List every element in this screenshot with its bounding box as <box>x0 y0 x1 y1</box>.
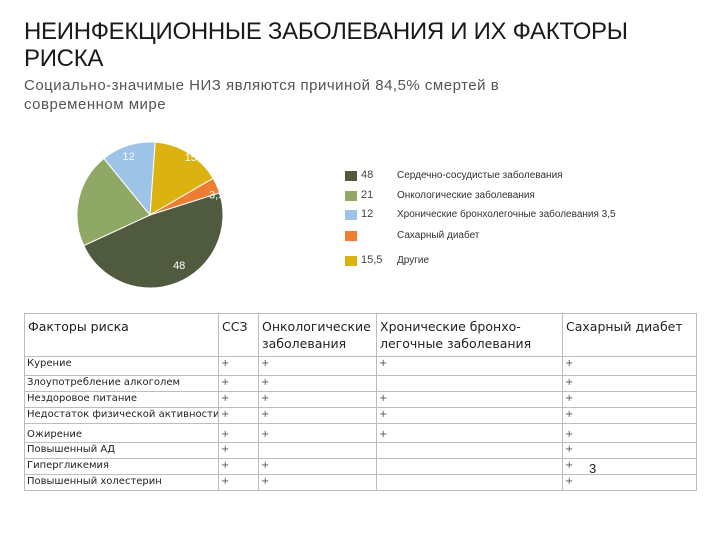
pie-value-label: 48 <box>173 260 185 272</box>
column-header: Хронические бронхо-легочные заболевания <box>376 313 563 357</box>
risk-mark-cell: + <box>376 391 563 408</box>
pie-value-label: 3,5 <box>209 190 224 202</box>
risk-mark-cell: + <box>218 391 259 408</box>
risk-factor-cell: Повышенный холестерин <box>24 474 219 491</box>
table-row: Ожирение + + + + <box>24 423 697 443</box>
legend-value: 15,5 <box>361 254 383 266</box>
risk-mark-cell: + <box>562 391 697 408</box>
table-row: Курение + + + + <box>24 356 697 376</box>
pie-value-label: 21 <box>65 195 77 207</box>
risk-factor-cell: Курение <box>24 356 219 376</box>
table-row: Гипергликемия + + + <box>24 458 697 475</box>
risk-mark-cell: + <box>218 423 259 443</box>
pie-value-label: 15,5 <box>185 152 206 164</box>
table-body: Курение + + + + Злоупотребление алкоголем + + + Н… <box>24 356 697 491</box>
risk-factor-cell: Ожирение <box>24 423 219 443</box>
risk-mark-cell <box>258 442 377 459</box>
legend-label: Сахарный диабет <box>397 230 480 241</box>
risk-mark-cell: + <box>218 375 259 392</box>
risk-mark-cell: + <box>258 391 377 408</box>
legend-label: Другие <box>397 255 430 266</box>
risk-mark-cell <box>376 375 563 392</box>
legend-label: Сердечно-сосудистые заболевания <box>397 170 563 181</box>
legend-swatch <box>345 210 357 220</box>
risk-mark-cell: + <box>376 423 563 443</box>
risk-mark-cell <box>376 442 563 459</box>
legend-label: Хронические бронхолегочные заболевания 3… <box>397 209 616 220</box>
legend-value: 21 <box>361 189 374 201</box>
risk-mark-cell: + <box>218 442 259 459</box>
risk-mark-cell: + <box>562 458 697 475</box>
slide-title: НЕИНФЕКЦИОННЫЕ ЗАБОЛЕВАНИЯ И ИХ ФАКТОРЫ … <box>24 18 628 72</box>
risk-mark-cell: + <box>562 356 697 376</box>
risk-mark-cell: + <box>562 474 697 491</box>
risk-mark-cell <box>376 474 563 491</box>
risk-mark-cell: + <box>258 375 377 392</box>
risk-factor-cell: Злоупотребление алкоголем <box>24 375 219 392</box>
table-header-row: Факторы риска ССЗ Онкологические заболев… <box>24 313 697 357</box>
legend-label: Онкологические заболевания <box>397 190 535 201</box>
table-row: Повышенный АД + + <box>24 442 697 459</box>
column-header: Сахарный диабет <box>562 313 697 357</box>
legend-swatch <box>345 231 357 241</box>
risk-mark-cell: + <box>562 423 697 443</box>
legend-swatch <box>345 191 357 201</box>
risk-factor-cell: Нездоровое питание <box>24 391 219 408</box>
risk-mark-cell: + <box>218 458 259 475</box>
risk-mark-cell: + <box>258 356 377 376</box>
legend-swatch <box>345 171 357 181</box>
page-number: 3 <box>589 461 597 476</box>
risk-mark-cell: + <box>258 474 377 491</box>
legend-value: 12 <box>361 208 374 220</box>
pie-value-label: 12 <box>122 151 134 163</box>
risk-mark-cell: + <box>218 407 259 424</box>
pie-chart: 15,5 3,5 48 21 12 <box>65 141 224 289</box>
table-row: Нездоровое питание + + + + <box>24 391 697 408</box>
risk-mark-cell: + <box>376 407 563 424</box>
risk-mark-cell: + <box>258 407 377 424</box>
risk-mark-cell: + <box>218 474 259 491</box>
risk-mark-cell: + <box>562 375 697 392</box>
table-row: Злоупотребление алкоголем + + + <box>24 375 697 392</box>
column-header: Факторы риска <box>24 313 219 357</box>
pie-slice <box>76 157 151 247</box>
risk-mark-cell <box>376 458 563 475</box>
risk-mark-cell: + <box>218 356 259 376</box>
pie-slice <box>83 192 224 289</box>
risk-mark-cell: + <box>562 407 697 424</box>
risk-mark-cell: + <box>562 442 697 459</box>
risk-factor-cell: Недостаток физической активности <box>24 407 219 424</box>
table-row: Недостаток физической активности + + + + <box>24 407 697 424</box>
legend-swatch <box>345 256 357 266</box>
risk-mark-cell: + <box>258 458 377 475</box>
pie-slice <box>149 141 214 216</box>
column-header: Онкологические заболевания <box>258 313 377 357</box>
column-header: ССЗ <box>218 313 259 357</box>
table-row: Повышенный холестерин + + + <box>24 474 697 491</box>
risk-mark-cell: + <box>258 423 377 443</box>
risk-factors-table: Факторы риска ССЗ Онкологические заболев… <box>24 313 697 491</box>
legend-value: 48 <box>361 169 374 181</box>
risk-factor-cell: Повышенный АД <box>24 442 219 459</box>
slide-subtitle: Социально-значимые НИЗ являются причиной… <box>24 77 500 113</box>
risk-factor-cell: Гипергликемия <box>24 458 219 475</box>
pie-slice <box>103 141 156 217</box>
risk-mark-cell: + <box>376 356 563 376</box>
